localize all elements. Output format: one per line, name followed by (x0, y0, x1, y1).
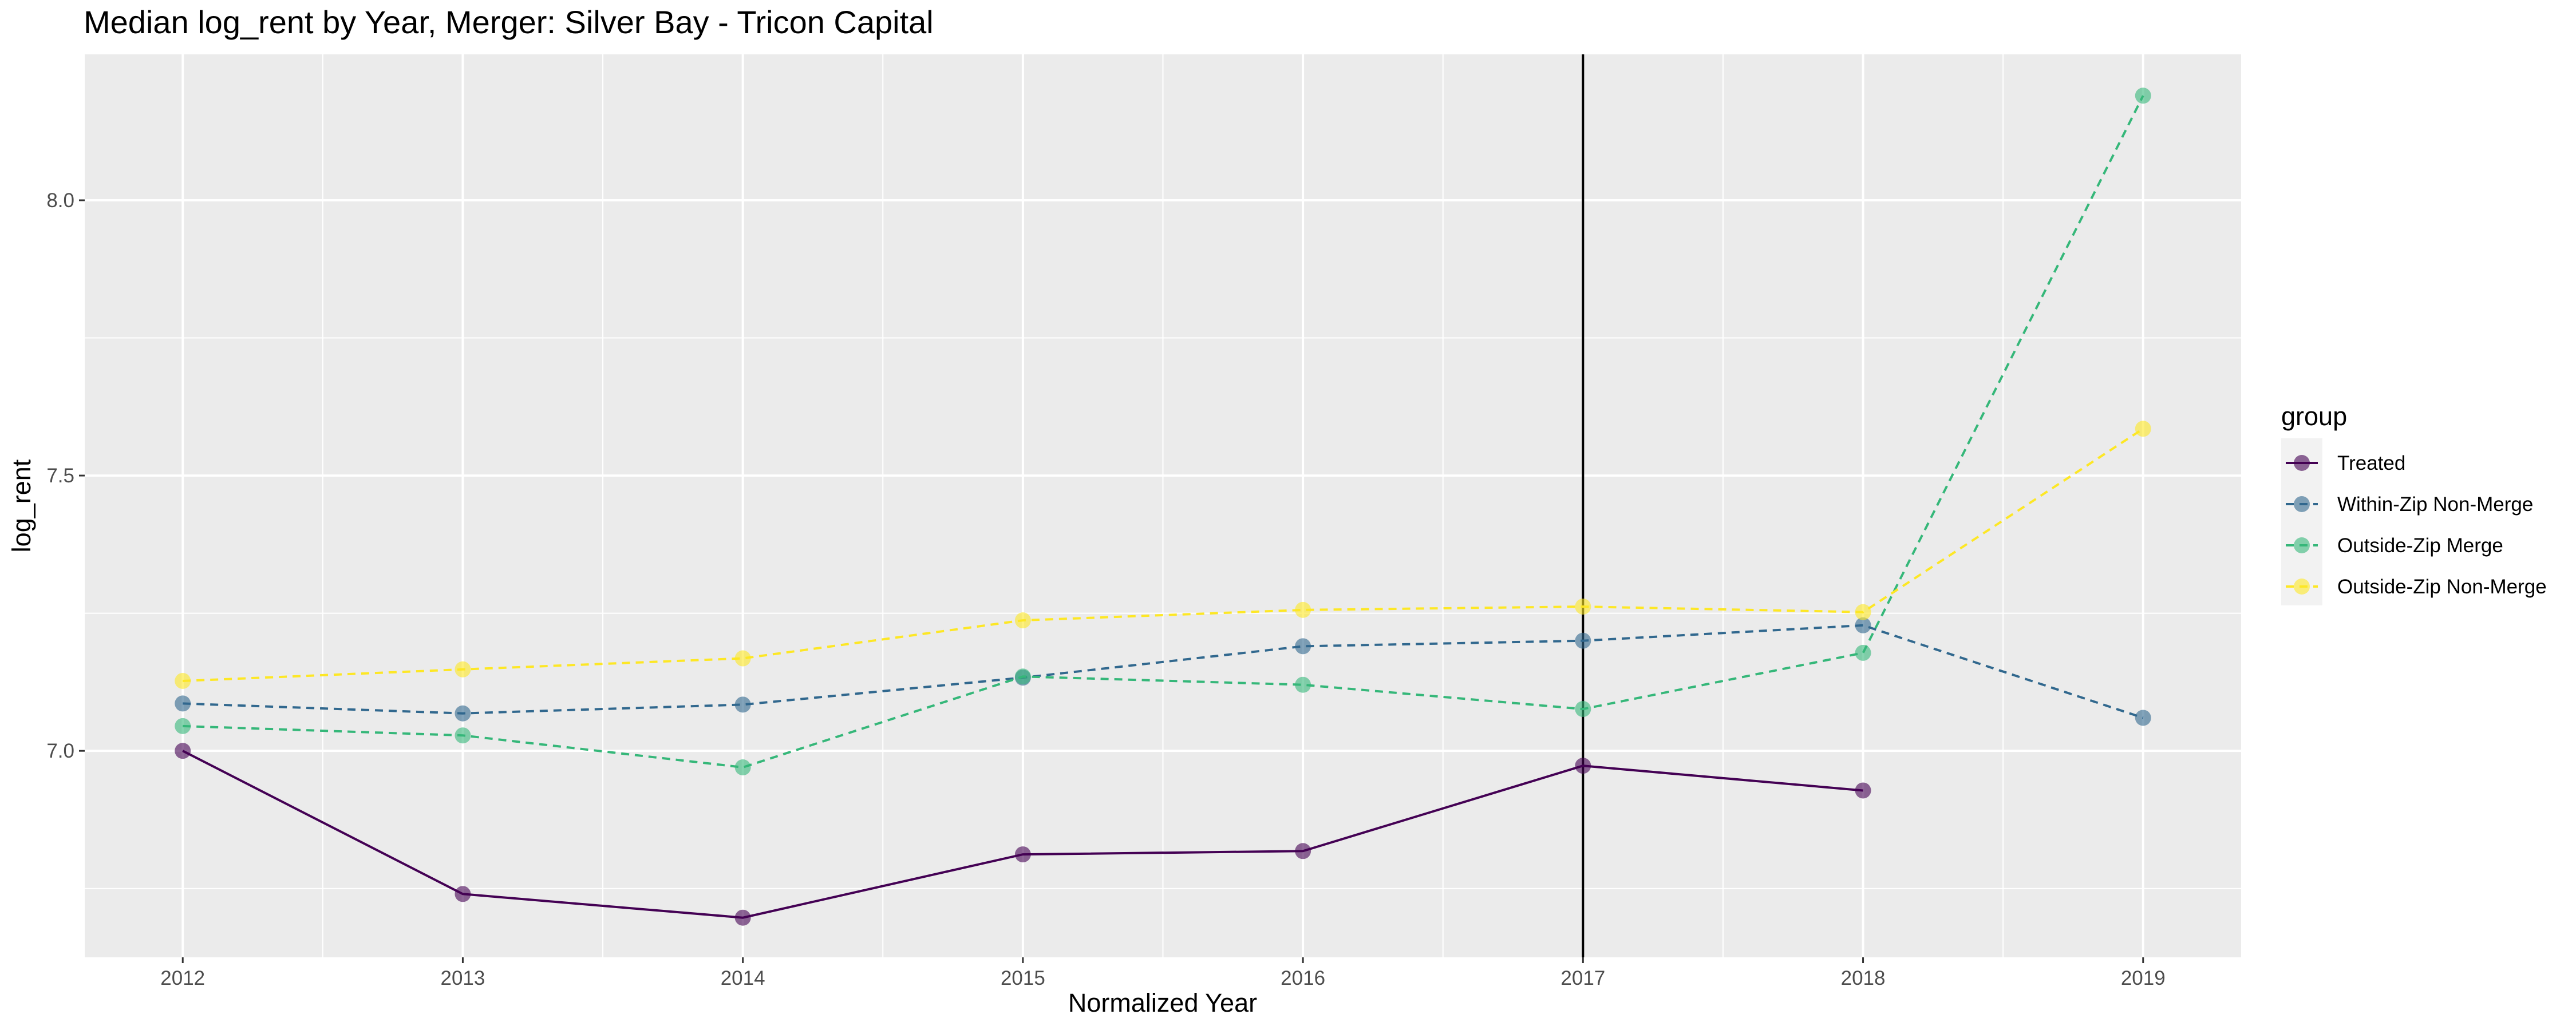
x-axis-ticks: 2012 2013 2014 2015 2016 2017 2018 2019 (160, 957, 2166, 989)
data-point-outside-zip-non-merge (455, 661, 471, 678)
x-tick-label: 2015 (1001, 967, 1045, 989)
x-tick-label: 2017 (1560, 967, 1605, 989)
legend-title: group (2281, 402, 2347, 431)
data-point-outside-zip-merge (1855, 644, 1871, 661)
data-point-treated (1295, 843, 1311, 859)
data-point-within-zip-non-merge (734, 696, 751, 713)
series-line-within-zip-non-merge (183, 624, 2144, 719)
legend-label: Outside-Zip Merge (2337, 534, 2503, 557)
legend: group Treated Within-Zip Non-Merge Outside… (2281, 402, 2547, 605)
legend-items: Treated Within-Zip Non-Merge Outside-Zip M… (2286, 452, 2547, 598)
legend-key-point (2294, 496, 2310, 512)
series-line-outside-zip-non-merge (183, 427, 2144, 682)
data-point-within-zip-non-merge (175, 695, 191, 712)
legend-label: Outside-Zip Non-Merge (2337, 576, 2547, 598)
data-point-treated (1014, 846, 1031, 863)
data-point-outside-zip-non-merge (2135, 421, 2151, 437)
y-tick-label: 8.0 (46, 189, 74, 212)
x-tick-label: 2014 (721, 967, 765, 989)
legend-key-point (2294, 579, 2310, 595)
y-tick-label: 7.0 (46, 740, 74, 762)
legend-key-point (2294, 537, 2310, 553)
data-point-treated (455, 886, 471, 902)
y-axis-title: log_rent (7, 459, 36, 552)
data-point-outside-zip-non-merge (734, 650, 751, 667)
data-point-treated (734, 909, 751, 926)
data-point-treated (175, 743, 191, 759)
legend-item-within-zip-non-merge: Within-Zip Non-Merge (2286, 493, 2533, 516)
x-tick-label: 2013 (441, 967, 485, 989)
legend-key-point (2294, 455, 2310, 471)
data-point-within-zip-non-merge (1855, 617, 1871, 633)
x-tick-label: 2018 (1841, 967, 1886, 989)
legend-item-treated: Treated (2286, 452, 2405, 474)
x-tick-label: 2016 (1281, 967, 1325, 989)
data-point-outside-zip-merge (2135, 88, 2151, 104)
series-layer (175, 88, 2151, 926)
data-point-outside-zip-merge (175, 718, 191, 734)
data-point-outside-zip-non-merge (1855, 604, 1871, 620)
data-point-treated (1855, 782, 1871, 799)
data-point-treated (1575, 758, 1591, 774)
data-point-outside-zip-merge (1295, 676, 1311, 693)
legend-label: Within-Zip Non-Merge (2337, 493, 2533, 516)
minor-gridlines (85, 54, 2241, 957)
legend-label: Treated (2337, 452, 2405, 474)
data-point-outside-zip-non-merge (1014, 612, 1031, 629)
data-point-within-zip-non-merge (1575, 632, 1591, 649)
legend-item-outside-zip-non-merge: Outside-Zip Non-Merge (2286, 576, 2547, 598)
chart-title: Median log_rent by Year, Merger: Silver … (84, 4, 934, 40)
legend-item-outside-zip-merge: Outside-Zip Merge (2286, 534, 2503, 557)
data-point-outside-zip-non-merge (1575, 599, 1591, 615)
y-tick-label: 7.5 (46, 465, 74, 487)
data-point-outside-zip-merge (455, 727, 471, 744)
x-tick-label: 2019 (2121, 967, 2166, 989)
x-tick-label: 2012 (160, 967, 205, 989)
data-point-within-zip-non-merge (2135, 710, 2151, 726)
data-point-within-zip-non-merge (1295, 638, 1311, 655)
data-point-outside-zip-merge (1575, 701, 1591, 718)
x-axis-title: Normalized Year (1068, 988, 1257, 1017)
y-axis-ticks: 7.0 7.5 8.0 (46, 189, 85, 762)
data-point-outside-zip-merge (1014, 668, 1031, 685)
data-point-outside-zip-non-merge (175, 672, 191, 689)
data-point-outside-zip-merge (734, 759, 751, 776)
data-point-within-zip-non-merge (455, 705, 471, 722)
data-point-outside-zip-non-merge (1295, 601, 1311, 618)
series-line-outside-zip-merge (183, 95, 2144, 769)
